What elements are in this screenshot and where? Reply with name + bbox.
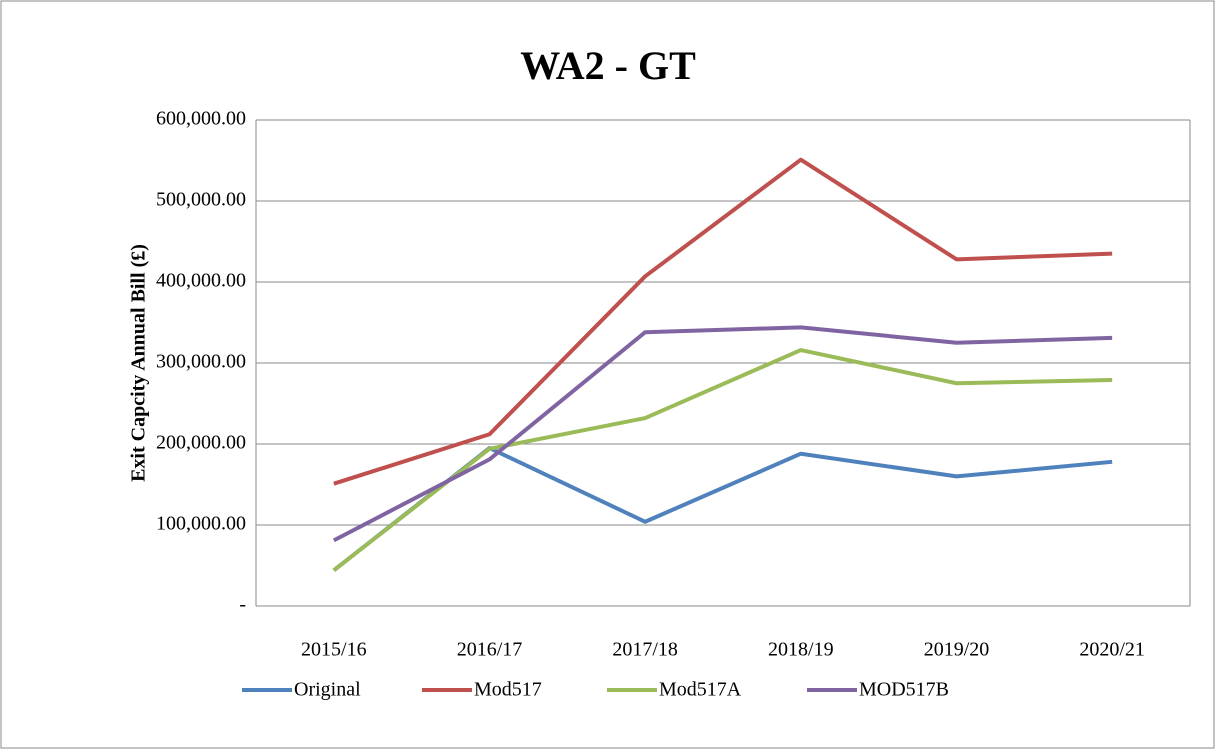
chart-title: WA2 - GT xyxy=(520,43,696,88)
legend-label: Mod517 xyxy=(474,679,542,701)
x-tick-label: 2020/21 xyxy=(1079,639,1145,661)
y-tick-label: 400,000.00 xyxy=(156,270,246,292)
series-line xyxy=(332,325,1113,543)
x-tick-label: 2018/19 xyxy=(768,639,834,661)
y-tick-label: 200,000.00 xyxy=(156,432,246,454)
series-line xyxy=(332,348,1113,572)
legend-label: Mod517A xyxy=(659,679,742,701)
x-tick-label: 2015/16 xyxy=(301,639,367,661)
x-tick-label: 2019/20 xyxy=(924,639,990,661)
y-tick-label: - xyxy=(239,594,246,616)
y-axis-label: Exit Capcity Annual Bill (£) xyxy=(128,244,150,482)
legend-label: MOD517B xyxy=(859,679,949,701)
series-line xyxy=(333,157,1113,486)
y-tick-label: 300,000.00 xyxy=(156,351,246,373)
y-tick-label: 100,000.00 xyxy=(156,513,246,535)
y-tick-label: 500,000.00 xyxy=(156,189,246,211)
legend-label: Original xyxy=(294,679,361,701)
y-tick-label: 600,000.00 xyxy=(156,108,246,130)
x-tick-label: 2016/17 xyxy=(457,639,523,661)
x-tick-label: 2017/18 xyxy=(612,639,678,661)
